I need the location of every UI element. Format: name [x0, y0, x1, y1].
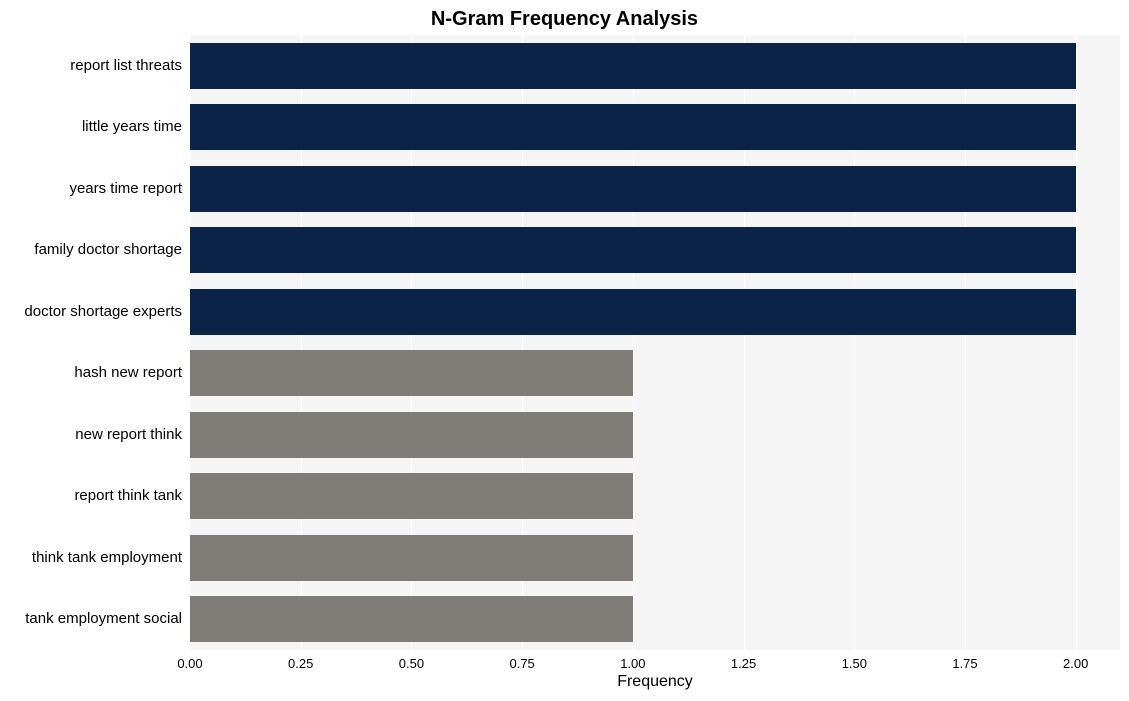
y-tick-label: family doctor shortage [0, 241, 182, 258]
x-gridline [1076, 35, 1077, 650]
bar [190, 473, 633, 519]
y-tick-label: little years time [0, 118, 182, 135]
y-tick-label: years time report [0, 180, 182, 197]
bar [190, 104, 1076, 150]
bar [190, 43, 1076, 89]
x-tick-label: 0.25 [288, 656, 313, 671]
bar [190, 596, 633, 642]
x-tick-label: 1.00 [620, 656, 645, 671]
x-axis-label: Frequency [617, 673, 693, 691]
x-tick-label: 1.50 [842, 656, 867, 671]
x-tick-label: 1.25 [731, 656, 756, 671]
y-tick-label: hash new report [0, 364, 182, 381]
chart-title: N-Gram Frequency Analysis [0, 8, 1129, 31]
y-tick-label: new report think [0, 426, 182, 443]
x-tick-label: 1.75 [952, 656, 977, 671]
y-tick-label: doctor shortage experts [0, 303, 182, 320]
bar [190, 535, 633, 581]
x-tick-label: 0.00 [177, 656, 202, 671]
x-tick-label: 0.50 [399, 656, 424, 671]
y-tick-label: tank employment social [0, 610, 182, 627]
x-tick-label: 2.00 [1063, 656, 1088, 671]
ngram-frequency-chart: N-Gram Frequency Analysis Frequency repo… [0, 0, 1129, 701]
y-tick-label: report list threats [0, 57, 182, 74]
y-tick-label: report think tank [0, 487, 182, 504]
bar [190, 350, 633, 396]
bar [190, 289, 1076, 335]
plot-area [190, 35, 1120, 650]
x-tick-label: 0.75 [509, 656, 534, 671]
bar [190, 412, 633, 458]
bar [190, 227, 1076, 273]
bar [190, 166, 1076, 212]
y-tick-label: think tank employment [0, 549, 182, 566]
